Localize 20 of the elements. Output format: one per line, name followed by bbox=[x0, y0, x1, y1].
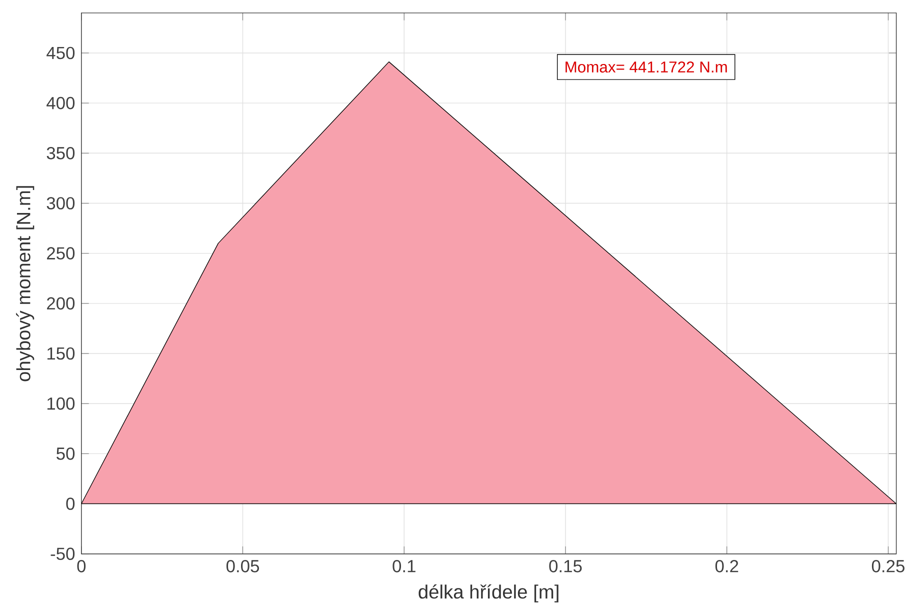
y-tick-label: 50 bbox=[56, 447, 75, 460]
x-tick-label: 0.15 bbox=[549, 560, 582, 572]
y-tick-label: 250 bbox=[47, 246, 75, 260]
y-tick-label: 200 bbox=[47, 297, 75, 310]
y-tick-label: 300 bbox=[46, 196, 75, 210]
y-tick-label: 400 bbox=[46, 96, 75, 110]
y-tick-label: 350 bbox=[46, 146, 75, 160]
x-tick-label: 0.2 bbox=[715, 560, 738, 572]
y-tick-label: 450 bbox=[46, 46, 75, 59]
y-axis-title: ohybový moment [N.m] bbox=[16, 186, 34, 382]
y-tick-label: 0 bbox=[66, 497, 75, 510]
y-tick-label: 150 bbox=[47, 347, 75, 360]
annotation: Momax= 441.1722 N.m bbox=[566, 61, 727, 72]
x-tick-label: 0.1 bbox=[392, 560, 416, 572]
x-axis-title: délka hřídele [m] bbox=[418, 584, 558, 602]
x-tick-label: 0 bbox=[77, 560, 86, 572]
y-tick-label: -50 bbox=[50, 547, 75, 560]
y-tick-label: 100 bbox=[47, 397, 75, 410]
x-tick-label: 0.05 bbox=[226, 560, 260, 572]
x-tick-label: 0.25 bbox=[872, 560, 904, 572]
